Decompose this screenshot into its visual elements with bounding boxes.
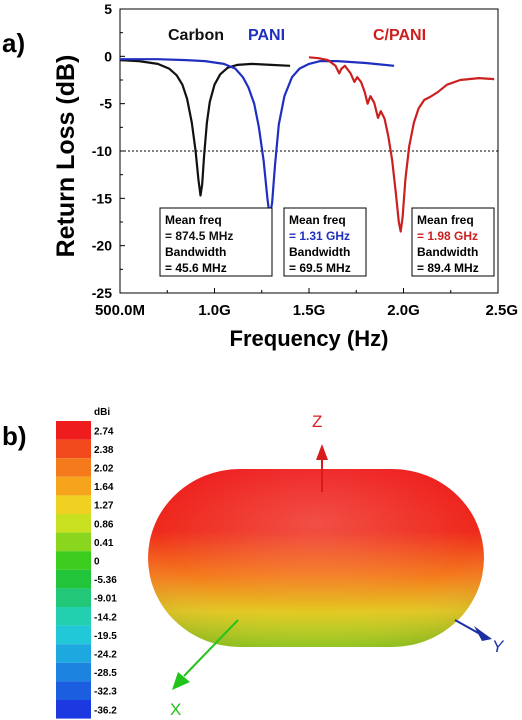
x-tick-label: 1.5G	[293, 302, 326, 319]
annotation-value: = 1.98 GHz	[417, 229, 478, 243]
series-label-cpani: C/PANI	[373, 27, 426, 44]
colorbar-swatch	[56, 551, 91, 570]
series-lines	[119, 56, 495, 233]
radiation-pattern-shading	[148, 469, 484, 647]
panel-a-label: a)	[2, 28, 25, 58]
colorbar-unit: dBi	[94, 407, 110, 418]
y-axis-ticks: 5 0 -5 -10 -15 -20 -25	[92, 1, 125, 301]
x-axis-title: Frequency (Hz)	[230, 326, 389, 351]
x-axis-label: X	[170, 700, 181, 719]
colorbar-swatch	[56, 588, 91, 607]
annotation-line: Bandwidth	[289, 245, 350, 259]
colorbar-label: 2.02	[94, 464, 114, 475]
y-axis-arrow-icon	[474, 626, 492, 641]
colorbar-label: 0	[94, 557, 100, 568]
colorbar-swatch	[56, 681, 91, 700]
colorbar-swatch	[56, 662, 91, 682]
colorbar-swatch	[56, 495, 91, 514]
colorbar-label: 2.38	[94, 445, 114, 456]
annotation-value: = 69.5 MHz	[289, 261, 351, 275]
y-tick-label: -20	[92, 238, 112, 254]
colorbar-swatch	[56, 421, 91, 440]
annotation-value: = 1.31 GHz	[289, 229, 350, 243]
series-label-carbon: Carbon	[168, 27, 224, 44]
y-tick-label: -15	[92, 190, 112, 206]
x-tick-label: 2.0G	[387, 302, 420, 319]
x-axis-ticks: 500.0M 1.0G 1.5G 2.0G 2.5G	[95, 288, 518, 319]
panel-b-label: b)	[2, 421, 27, 451]
colorbar-swatch	[56, 607, 91, 626]
annotation-box	[283, 207, 367, 277]
colorbar-swatch	[56, 625, 91, 645]
annotation-pani: Mean freq = 1.31 GHz Bandwidth = 69.5 MH…	[283, 207, 367, 277]
colorbar-swatch	[56, 569, 91, 589]
colorbar-label: -19.5	[94, 631, 117, 642]
annotation-line: Mean freq	[165, 213, 222, 227]
colorbar-label: -36.2	[94, 705, 117, 716]
colorbar-swatch	[56, 644, 91, 663]
x-tick-label: 1.0G	[198, 302, 231, 319]
colorbar-scale: 2.74 2.38 2.02 1.64 1.27 0.86 0.41 0 -5.36 -9.01 -…	[56, 421, 117, 719]
colorbar-label: -32.3	[94, 687, 117, 698]
colorbar-swatch	[56, 458, 91, 477]
annotation-cpani: Mean freq = 1.98 GHz Bandwidth = 89.4 MH…	[411, 207, 495, 277]
annotation-box	[159, 207, 273, 277]
series-line-cpani	[308, 56, 495, 233]
colorbar-label: 2.74	[94, 426, 114, 437]
dbi-colorbar: dBi 2.74 2.38 2.02 1.64 1.27 0.86 0.41 0 -5.36 -9…	[56, 407, 117, 719]
y-axis-title: Return Loss (dB)	[52, 55, 80, 258]
colorbar-label: -14.2	[94, 612, 117, 623]
colorbar-swatch	[56, 532, 91, 552]
y-tick-label: 5	[104, 1, 112, 17]
colorbar-label: -9.01	[94, 594, 117, 605]
colorbar-swatch	[56, 700, 91, 719]
colorbar-label: -28.5	[94, 668, 117, 679]
y-axis-line	[454, 619, 481, 635]
z-axis-arrow-icon	[316, 444, 328, 460]
colorbar-swatch	[56, 439, 91, 459]
colorbar-label: 0.41	[94, 538, 114, 549]
annotation-carbon: Mean freq = 874.5 MHz Bandwidth = 45.6 M…	[159, 207, 273, 277]
colorbar-swatch	[56, 514, 91, 533]
x-tick-label: 2.5G	[485, 302, 518, 319]
series-label-pani: PANI	[248, 27, 285, 44]
colorbar-label: 1.27	[94, 501, 114, 512]
colorbar-label: 1.64	[94, 482, 114, 493]
annotation-line: Bandwidth	[417, 245, 478, 259]
x-axis-line	[183, 619, 239, 677]
colorbar-swatch	[56, 476, 91, 496]
z-axis-label: Z	[312, 412, 322, 431]
annotation-line: Mean freq	[417, 213, 474, 227]
y-tick-label: -25	[92, 285, 112, 301]
return-loss-chart: 50-5-10-15-20-25 500.0M 1.0G 1.5G 2.0G 2.5G …	[52, 1, 518, 351]
annotation-box	[411, 207, 495, 277]
colorbar-label: -24.2	[94, 650, 117, 661]
colorbar-label: 0.86	[94, 519, 114, 530]
colorbar-label: -5.36	[94, 575, 117, 586]
x-tick-label: 500.0M	[95, 302, 145, 319]
annotation-value: = 89.4 MHz	[417, 261, 479, 275]
x-axis-arrow-icon	[172, 672, 190, 690]
y-tick-label: -10	[92, 143, 112, 159]
series-line-pani	[120, 58, 395, 218]
y-tick-label: -5	[100, 96, 113, 112]
annotation-value: = 45.6 MHz	[165, 261, 227, 275]
y-axis-label: Y	[492, 637, 505, 656]
annotation-value: = 874.5 MHz	[165, 229, 233, 243]
y-tick-label: 0	[104, 48, 112, 64]
annotation-line: Bandwidth	[165, 245, 226, 259]
radiation-pattern-3d: Z Y X	[148, 412, 505, 719]
annotation-line: Mean freq	[289, 213, 346, 227]
